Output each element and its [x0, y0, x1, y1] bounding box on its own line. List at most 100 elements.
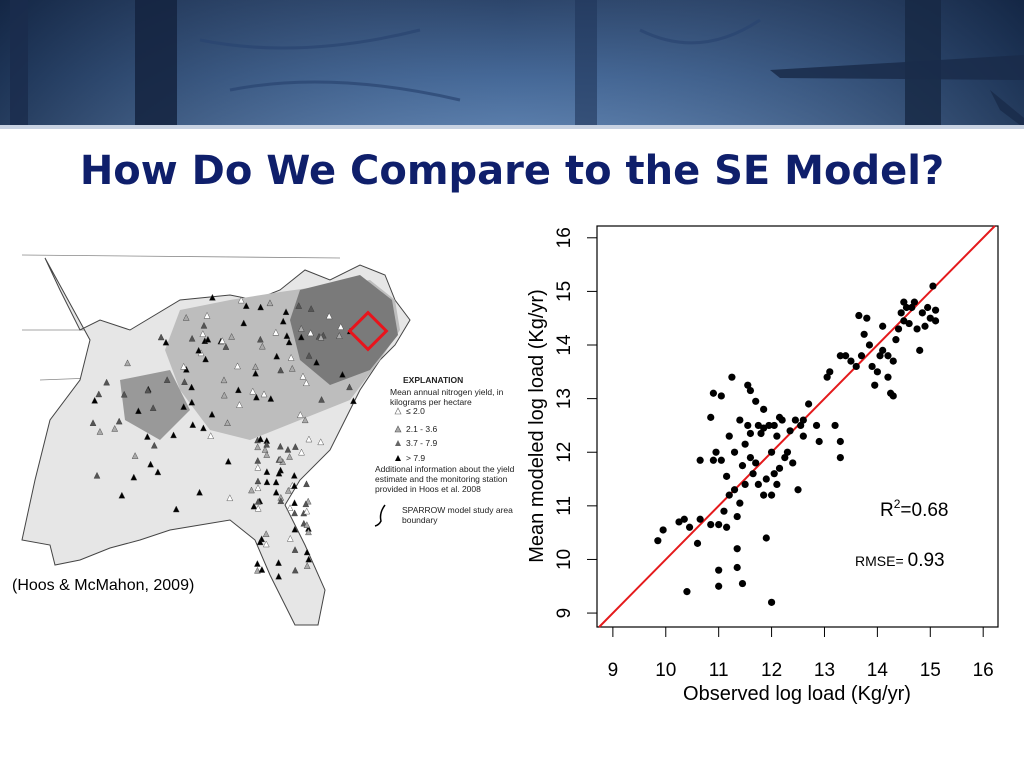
- map-marker: [325, 312, 333, 320]
- point: [842, 352, 850, 360]
- point: [715, 582, 723, 590]
- point: [654, 537, 662, 545]
- point: [715, 521, 723, 529]
- point: [913, 325, 921, 333]
- map-marker: [254, 560, 261, 567]
- point: [916, 346, 924, 354]
- map-marker: [131, 452, 139, 459]
- map-marker: [313, 358, 320, 366]
- point: [871, 381, 879, 389]
- map-marker: [262, 540, 270, 548]
- map-marker: [235, 386, 242, 394]
- map-marker: [111, 425, 119, 432]
- point: [696, 456, 704, 464]
- point: [712, 448, 720, 456]
- map-marker: [259, 342, 266, 350]
- point: [836, 352, 844, 360]
- map-marker: [162, 338, 170, 346]
- y-tick-label: 14: [554, 334, 575, 356]
- point: [680, 515, 688, 523]
- map-marker: [253, 393, 260, 401]
- x-tick-label: 10: [655, 660, 676, 681]
- point: [786, 427, 794, 435]
- map-marker: [115, 417, 123, 425]
- map-marker: [91, 396, 99, 404]
- map-marker: [257, 303, 264, 311]
- y-tick-label: 13: [554, 388, 575, 409]
- map-marker: [180, 362, 187, 370]
- map-marker: [303, 521, 311, 528]
- point: [924, 303, 932, 312]
- rmse-value: 0.93: [908, 550, 945, 571]
- point: [847, 357, 855, 365]
- point: [823, 373, 831, 381]
- x-tick-label: 16: [973, 660, 994, 681]
- map-marker: [303, 379, 310, 386]
- point: [725, 491, 733, 499]
- point: [746, 386, 755, 395]
- map-marker: [277, 366, 284, 374]
- map-marker: [298, 448, 305, 456]
- map-marker: [196, 488, 203, 496]
- map-marker: [242, 302, 250, 309]
- map-marker: [172, 505, 180, 513]
- map-marker: [208, 410, 216, 418]
- point: [738, 462, 747, 470]
- map-marker: [284, 486, 292, 494]
- point: [765, 421, 773, 430]
- r2-annotation: R2=0.68: [880, 497, 949, 521]
- rmse-label: RMSE=: [855, 553, 904, 569]
- point: [767, 491, 776, 499]
- point: [741, 440, 749, 448]
- point: [749, 470, 757, 478]
- point: [693, 539, 702, 547]
- map-marker: [288, 364, 296, 372]
- map-marker: [260, 390, 268, 398]
- map-marker: [252, 369, 259, 377]
- x-tick-label: 12: [761, 660, 782, 681]
- point: [720, 507, 728, 515]
- map-marker: [149, 404, 157, 411]
- map-marker: [203, 311, 211, 319]
- point: [736, 416, 744, 424]
- map-marker: [188, 398, 196, 406]
- map-marker: [182, 314, 190, 321]
- header-banner: [0, 0, 1024, 129]
- map-marker: [263, 468, 271, 475]
- point: [770, 470, 778, 478]
- legend-class: ≤ 2.0: [406, 406, 425, 416]
- map-marker: [303, 548, 311, 556]
- point: [757, 429, 765, 438]
- map-marker: [200, 424, 207, 432]
- scatter-chart: Observed log load (Kg/yr) Mean modeled l…: [526, 225, 999, 705]
- map-marker: [317, 333, 325, 341]
- point: [865, 341, 874, 349]
- x-tick-label: 13: [814, 660, 835, 681]
- map-marker: [267, 395, 275, 402]
- point: [900, 298, 908, 306]
- reference-line: [598, 225, 996, 628]
- study-area-box: [347, 310, 389, 352]
- map-marker: [240, 319, 248, 327]
- map-marker: [303, 480, 310, 487]
- map-marker: [254, 484, 262, 491]
- point: [897, 309, 905, 317]
- map-marker: [256, 538, 264, 546]
- map-marker: [295, 302, 303, 309]
- point: [762, 475, 770, 483]
- map-marker: [301, 416, 309, 424]
- map-marker: [287, 354, 295, 361]
- map-marker: [291, 566, 299, 574]
- map-marker: [346, 383, 353, 391]
- point: [723, 523, 731, 531]
- y-axis-label: Mean modeled log load (Kg/yr): [526, 289, 548, 562]
- point: [707, 521, 715, 529]
- r2-symbol: R: [880, 500, 894, 521]
- point: [797, 421, 805, 430]
- x-tick-label: 14: [867, 660, 889, 681]
- map: EXPLANATION Mean annual nitrogen yield, …: [6, 254, 515, 626]
- map-marker: [144, 433, 151, 440]
- x-tick-label: 15: [920, 660, 941, 681]
- point: [831, 421, 839, 430]
- r2-exponent: 2: [894, 497, 901, 511]
